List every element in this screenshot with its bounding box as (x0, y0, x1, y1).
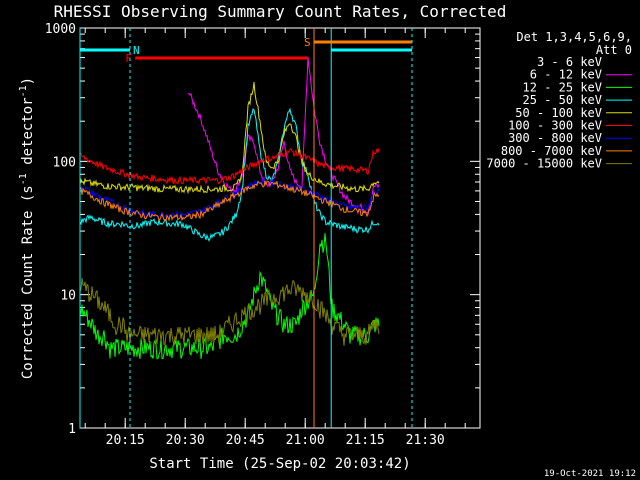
legend-label-1: 6 - 12 keV (530, 68, 602, 82)
y-axis-label: Corrected Count Rate (s-1 detector-1) (18, 77, 36, 379)
x-tick-label: 20:45 (226, 433, 265, 448)
footer-date: 19-Oct-2021 19:12 (544, 469, 636, 479)
night-label: N (133, 44, 140, 57)
x-tick-label: 21:30 (406, 433, 445, 448)
x-axis-label: Start Time (25-Sep-02 20:03:42) (149, 456, 410, 472)
y-label-mid: detector (20, 97, 36, 173)
y-label-main: Corrected Count Rate (s (20, 185, 36, 379)
legend-label-3: 25 - 50 keV (523, 93, 602, 107)
legend-label-5: 100 - 300 keV (508, 119, 602, 133)
flare-label: F (125, 52, 132, 65)
observing-markers: NF S (79, 28, 413, 428)
legend-header-1: Det 1,3,4,5,6,9, (516, 30, 632, 44)
y-tick-label: 1000 (45, 22, 76, 37)
x-tick-label: 21:00 (286, 433, 325, 448)
y-axis-ticks: 1 10 100 1000 (45, 22, 480, 437)
legend-label-4: 50 - 100 keV (515, 106, 602, 120)
series-line-7 (79, 180, 380, 222)
legend-label-0: 3 - 6 keV (537, 55, 602, 69)
legend-label-2: 12 - 25 keV (523, 80, 602, 94)
series-lines (79, 56, 380, 360)
series-line-0 (187, 79, 380, 179)
y-tick-label: 1 (68, 422, 76, 437)
x-tick-label: 20:15 (106, 433, 145, 448)
legend-header-2: Att 0 (596, 43, 632, 57)
series-line-5 (79, 147, 380, 186)
plot-frame (79, 27, 481, 429)
series-line-4 (79, 82, 380, 195)
x-axis-ticks: 20:15 20:30 20:45 21:00 21:15 21:30 (84, 28, 466, 448)
x-tick-label: 20:30 (166, 433, 205, 448)
y-tick-label: 10 (60, 289, 76, 304)
legend-label-6: 300 - 800 keV (508, 131, 602, 145)
saa-label: S (304, 36, 311, 49)
series-line-8 (79, 277, 380, 346)
y-tick-label: 100 (53, 155, 76, 170)
legend-label-7: 800 - 7000 keV (501, 144, 602, 158)
x-tick-label: 21:15 (346, 433, 385, 448)
legend-label-8: 7000 - 15000 keV (486, 157, 602, 171)
chart-title: RHESSI Observing Summary Count Rates, Co… (54, 2, 507, 21)
series-line-1 (187, 56, 380, 216)
y-label-end: ) (20, 77, 36, 85)
y-label-sup2: -1 (18, 85, 29, 97)
y-label-sup1: -1 (18, 173, 29, 185)
series-line-2 (79, 233, 380, 360)
